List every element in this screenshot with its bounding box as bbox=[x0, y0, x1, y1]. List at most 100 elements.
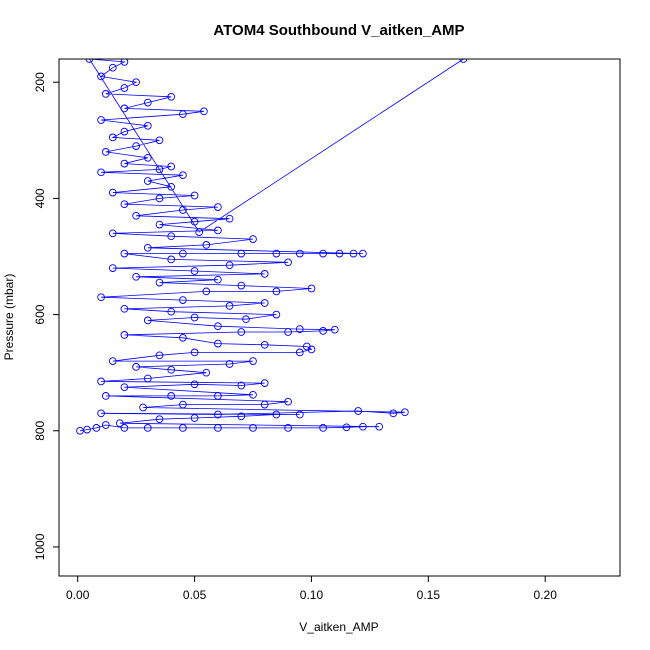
y-tick-label: 800 bbox=[33, 420, 47, 440]
data-point bbox=[179, 333, 187, 342]
data-point bbox=[214, 424, 222, 432]
data-point bbox=[97, 377, 105, 386]
data-point bbox=[120, 424, 129, 432]
data-point bbox=[202, 241, 211, 249]
data-point bbox=[225, 302, 234, 310]
data-point bbox=[249, 424, 257, 432]
data-point bbox=[120, 104, 129, 113]
data-point bbox=[237, 328, 246, 336]
data-point bbox=[115, 419, 124, 428]
data-point bbox=[200, 107, 208, 116]
data-point bbox=[225, 214, 234, 223]
data-point bbox=[272, 249, 281, 258]
data-point bbox=[83, 425, 91, 434]
data-point bbox=[307, 284, 316, 293]
data-point bbox=[132, 142, 140, 150]
data-point bbox=[319, 327, 327, 335]
data-point bbox=[155, 136, 164, 145]
data-point bbox=[143, 177, 152, 185]
data-point bbox=[284, 328, 292, 336]
data-point bbox=[260, 270, 269, 278]
data-point bbox=[120, 127, 129, 136]
data-point bbox=[260, 400, 269, 409]
data-point bbox=[139, 403, 147, 412]
data-point bbox=[459, 59, 468, 63]
data-point bbox=[249, 390, 257, 399]
data-point bbox=[155, 415, 164, 424]
data-point bbox=[237, 249, 246, 258]
data-point bbox=[132, 272, 140, 281]
data-point bbox=[349, 249, 358, 258]
data-point bbox=[214, 226, 222, 235]
data-point bbox=[319, 249, 327, 258]
data-point bbox=[195, 228, 204, 236]
data-point bbox=[101, 148, 110, 156]
data-point bbox=[249, 235, 257, 243]
data-point bbox=[120, 304, 129, 313]
data-point bbox=[295, 325, 304, 333]
data-point bbox=[190, 191, 199, 200]
data-point bbox=[143, 424, 152, 432]
y-tick-label: 1000 bbox=[33, 533, 47, 560]
y-tick-label: 600 bbox=[33, 304, 47, 324]
data-point bbox=[108, 188, 117, 197]
data-point bbox=[120, 59, 129, 66]
data-point bbox=[190, 313, 199, 322]
data-point bbox=[214, 275, 222, 284]
data-point bbox=[242, 315, 250, 324]
data-point bbox=[335, 249, 344, 258]
data-point bbox=[237, 412, 246, 421]
data-point bbox=[214, 322, 222, 331]
data-point bbox=[108, 229, 117, 238]
y-tick-label: 400 bbox=[33, 188, 47, 208]
y-axis: 200 400 600 800 1000 bbox=[33, 72, 60, 560]
data-point bbox=[225, 360, 234, 368]
data-point bbox=[319, 424, 327, 432]
data-point bbox=[167, 255, 176, 264]
chart-title: ATOM4 Southbound V_aitken_AMP bbox=[213, 22, 464, 39]
data-point bbox=[179, 110, 187, 119]
data-point bbox=[260, 299, 269, 307]
data-point bbox=[143, 374, 152, 383]
data-point bbox=[179, 171, 187, 180]
data-point bbox=[167, 392, 176, 400]
data-point bbox=[190, 217, 199, 226]
data-point bbox=[202, 368, 211, 377]
data-point bbox=[342, 423, 351, 432]
data-point bbox=[155, 220, 164, 229]
series-line bbox=[79, 59, 464, 432]
data-point bbox=[260, 340, 269, 349]
data-point bbox=[143, 98, 152, 107]
data-point bbox=[237, 381, 246, 390]
data-point bbox=[167, 92, 176, 101]
data-point bbox=[132, 363, 140, 371]
data-point bbox=[272, 410, 281, 419]
data-point bbox=[108, 133, 117, 142]
data-point bbox=[214, 392, 222, 400]
x-tick-label: 0.10 bbox=[300, 588, 324, 602]
data-point bbox=[108, 264, 117, 272]
data-point bbox=[97, 293, 105, 302]
data-point bbox=[272, 287, 281, 296]
data-point bbox=[97, 116, 105, 124]
data-point bbox=[132, 78, 140, 87]
data-point bbox=[108, 357, 117, 365]
data-point bbox=[249, 357, 257, 365]
data-point bbox=[225, 261, 234, 270]
data-point bbox=[179, 296, 187, 304]
data-point bbox=[120, 331, 129, 339]
data-point bbox=[190, 414, 199, 422]
x-tick-label: 0.05 bbox=[183, 588, 207, 602]
data-point bbox=[179, 249, 187, 258]
data-point bbox=[214, 203, 222, 211]
data-point bbox=[260, 379, 269, 387]
data-point bbox=[167, 307, 176, 316]
data-point bbox=[202, 287, 211, 296]
data-point bbox=[295, 348, 304, 357]
data-point bbox=[284, 424, 292, 432]
data-point bbox=[120, 249, 129, 258]
data-point bbox=[108, 63, 117, 72]
x-tick-label: 0.20 bbox=[534, 588, 558, 602]
data-point bbox=[179, 400, 187, 409]
